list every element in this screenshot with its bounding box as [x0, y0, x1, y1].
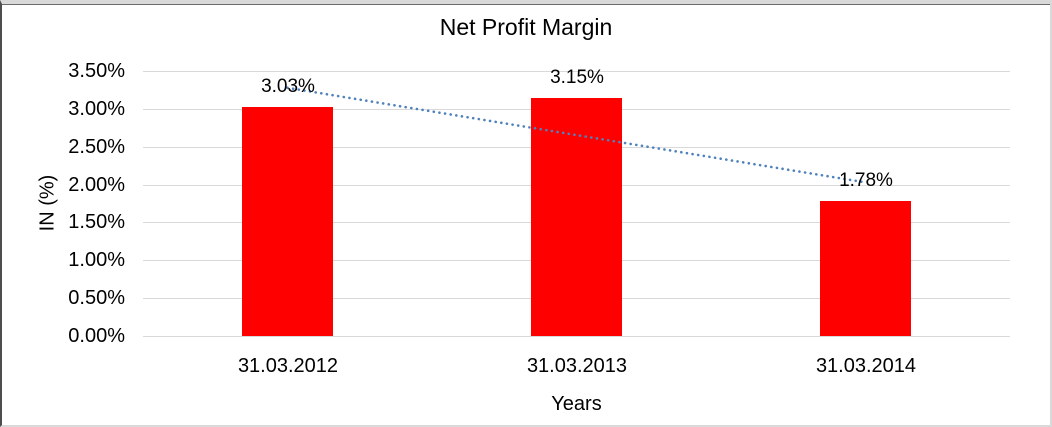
- x-axis-title: Years: [551, 393, 602, 415]
- frame-inner-hairline: [2, 4, 1050, 5]
- chart-title: Net Profit Margin: [439, 14, 613, 40]
- x-category-label: 31.03.2014: [815, 355, 917, 377]
- bar: [531, 98, 622, 336]
- y-tick-label: 0.50%: [68, 287, 125, 309]
- y-tick-label: 1.00%: [68, 249, 125, 271]
- y-tick-label: 3.00%: [68, 98, 125, 120]
- y-tick-label: 2.50%: [68, 136, 125, 158]
- x-category-label: 31.03.2012: [237, 355, 339, 377]
- bar: [820, 201, 911, 336]
- gridline: [143, 336, 1010, 337]
- y-tick-label: 1.50%: [68, 211, 125, 233]
- y-tick-label: 0.00%: [68, 325, 125, 347]
- y-tick-label: 3.50%: [68, 60, 125, 82]
- gridline: [143, 71, 1010, 72]
- bar-value-label: 3.03%: [261, 76, 315, 97]
- trendline: [286, 86, 867, 184]
- y-tick-label: 2.00%: [68, 174, 125, 196]
- bar: [242, 107, 333, 336]
- bar-value-label: 3.15%: [550, 67, 604, 88]
- plot-area: 0.00% 0.50% 1.00% 1.50% 2.00% 2.50% 3.00% 3.50%…: [2, 4, 1050, 425]
- x-category-label: 31.03.2013: [526, 355, 628, 377]
- bar-value-label: 1.78%: [839, 170, 893, 191]
